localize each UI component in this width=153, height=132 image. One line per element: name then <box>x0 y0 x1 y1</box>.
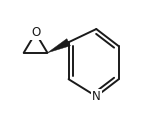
Polygon shape <box>47 39 70 53</box>
Text: O: O <box>31 27 40 39</box>
Text: N: N <box>92 90 101 103</box>
